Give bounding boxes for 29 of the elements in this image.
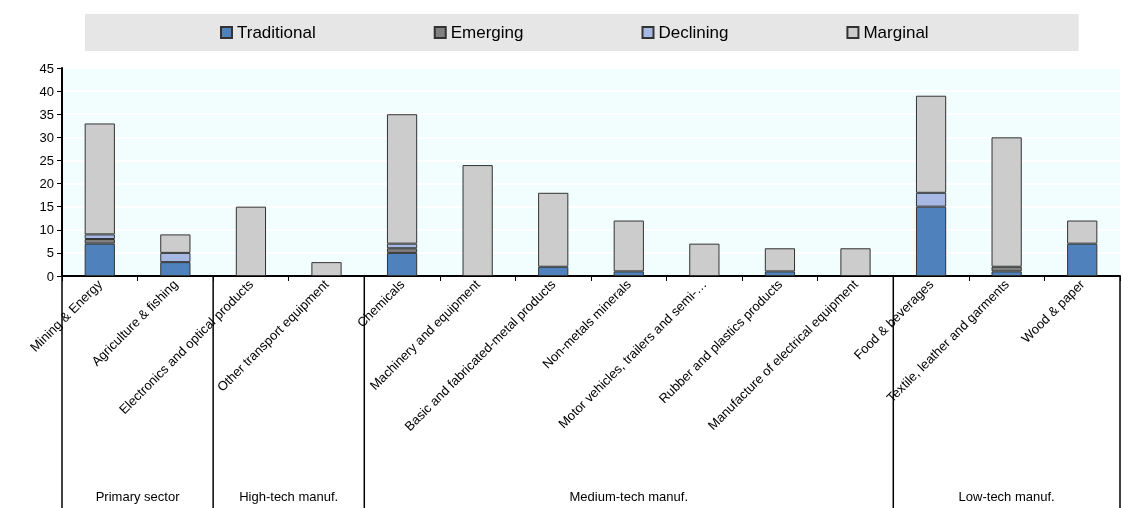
legend-label: Declining — [658, 23, 729, 42]
y-tick-label: 10 — [39, 222, 54, 238]
bar — [84, 123, 115, 235]
y-tick-label: 15 — [39, 199, 54, 215]
legend-label: Emerging — [450, 23, 524, 42]
y-tick-label: 40 — [39, 83, 54, 99]
bar — [235, 206, 267, 276]
legend-label: Marginal — [863, 23, 929, 42]
y-tick-label: 25 — [39, 152, 54, 168]
y-tick-label: 45 — [39, 60, 54, 76]
y-tick-label: 35 — [39, 106, 54, 122]
text: Low-tech manuf. — [958, 488, 1055, 504]
text: High-tech manuf. — [239, 488, 339, 504]
y-tick-label: 0 — [46, 268, 54, 284]
bar — [386, 252, 418, 276]
y-tick-label: 5 — [46, 245, 54, 261]
bar — [840, 248, 871, 276]
y-tick-label: 30 — [39, 129, 54, 145]
bar — [462, 165, 493, 276]
bar — [613, 220, 644, 272]
bar — [84, 243, 115, 276]
text: Primary sector — [95, 488, 181, 504]
y-tick-label: 20 — [39, 176, 54, 192]
bar — [311, 262, 342, 276]
text: Medium-tech manuf. — [569, 488, 689, 504]
bar — [764, 248, 796, 272]
bar — [386, 114, 418, 244]
bar — [689, 243, 720, 276]
legend-label: Traditional — [237, 23, 316, 42]
